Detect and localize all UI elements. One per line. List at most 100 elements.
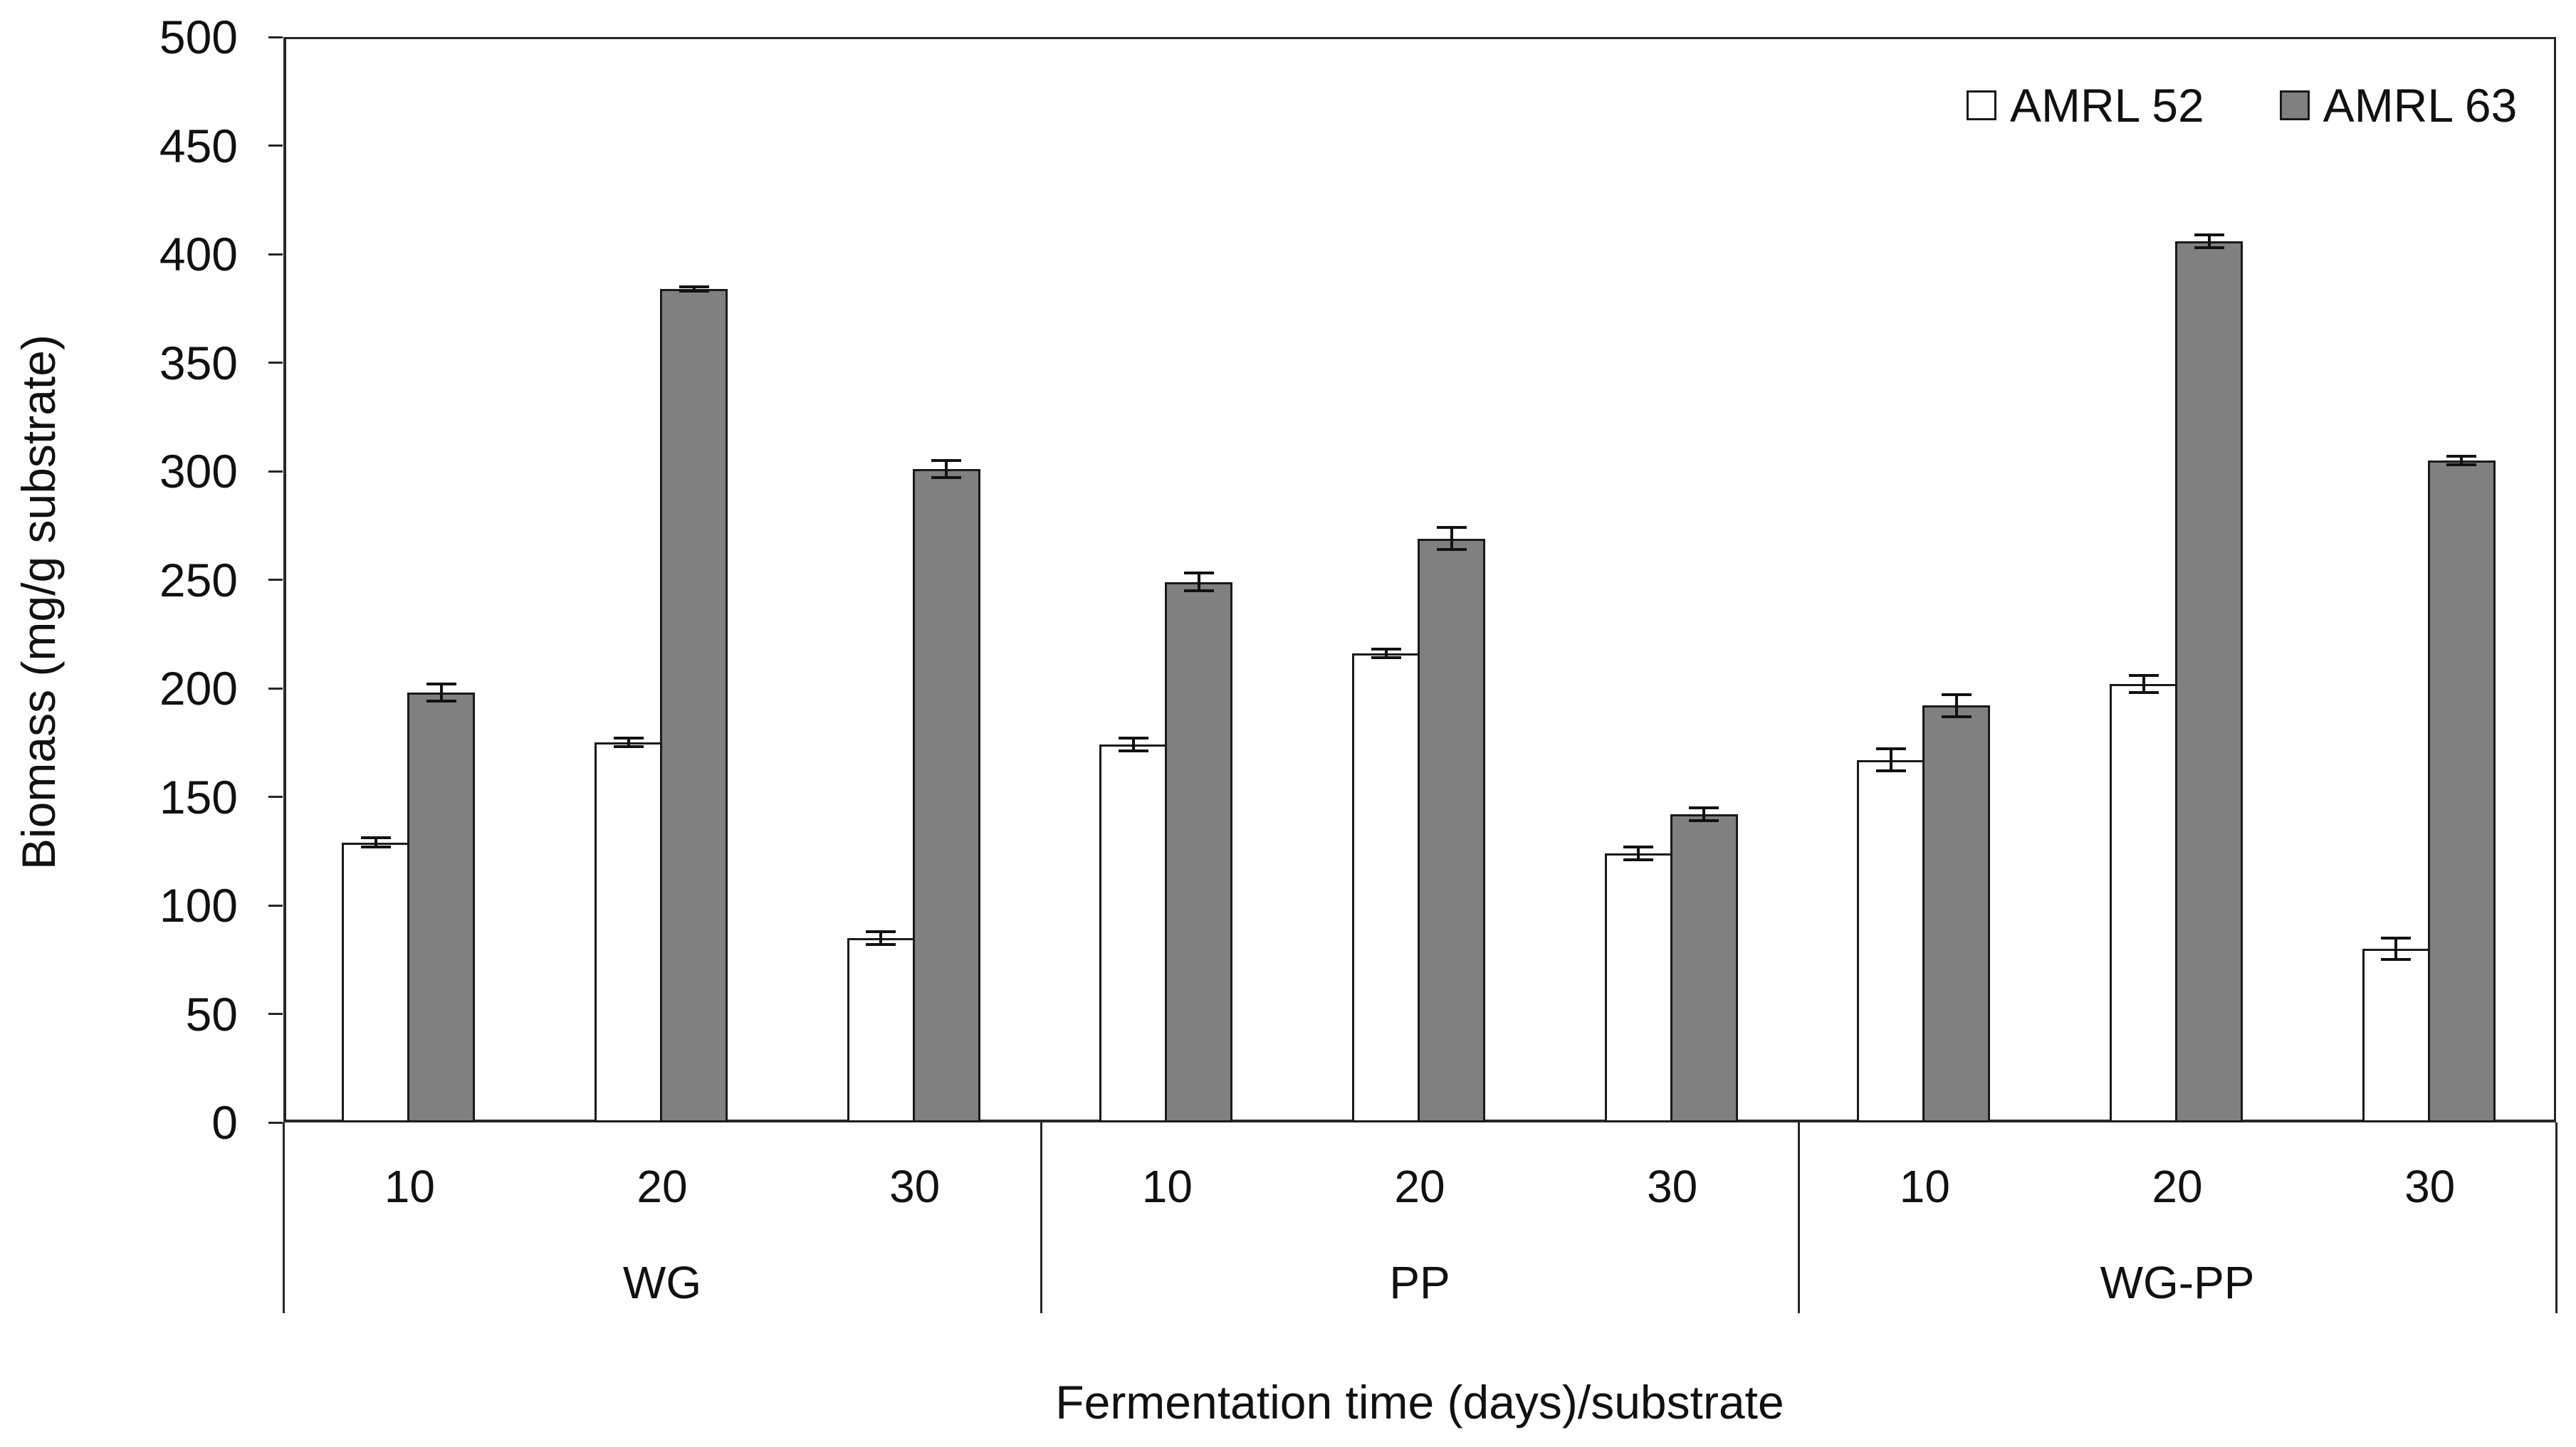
error-bar-cap-bottom [2194, 246, 2224, 249]
y-tick-label: 450 [159, 119, 238, 172]
y-tick-mark [268, 796, 283, 798]
error-bar-cap-bottom [2446, 463, 2477, 466]
error-bar-cap-top [1689, 806, 1719, 809]
error-bar-line [1889, 749, 1892, 771]
error-bar-cap-bottom [426, 700, 456, 703]
error-bar-line [1197, 573, 1200, 591]
bar-amrl-63-wg-10 [407, 693, 476, 1122]
error-bar-cap-bottom [2128, 691, 2159, 695]
error-bar-line [2207, 234, 2211, 248]
y-tick-label: 100 [159, 879, 238, 932]
error-bar-cap-top [931, 458, 962, 462]
error-bar-cap-bottom [360, 845, 391, 848]
y-tick-mark [268, 36, 283, 38]
error-bar-cap-bottom [1436, 547, 1467, 551]
error-bar-cap-top [2381, 936, 2412, 940]
error-bar-cap-bottom [1689, 819, 1719, 823]
error-bar-cap-bottom [1118, 749, 1148, 753]
bar-amrl-52-wg-20 [595, 742, 662, 1122]
error-bar-cap-top [866, 930, 896, 933]
bar-amrl-52-wg-10 [342, 842, 410, 1122]
y-tick-mark [268, 904, 283, 907]
error-bar-cap-bottom [679, 289, 709, 293]
category-label-wg-pp-30: 30 [2404, 1161, 2456, 1212]
error-bar-line [439, 683, 443, 702]
bar-amrl-63-wg-30 [912, 468, 980, 1122]
error-bar-cap-top [2128, 673, 2159, 677]
error-bar-cap-top [1436, 526, 1467, 530]
y-tick-mark [268, 1121, 283, 1124]
error-bar-line [1954, 695, 1958, 717]
error-bar-line [2394, 937, 2398, 960]
category-label-wg-pp-10: 10 [1899, 1161, 1950, 1212]
bar-amrl-63-wg-20 [660, 288, 728, 1122]
bar-amrl-63-wg-pp-10 [1922, 705, 1991, 1122]
y-tick-label: 200 [159, 662, 238, 715]
error-bar-cap-top [1623, 845, 1654, 848]
error-bar-line [945, 460, 948, 478]
error-bar-cap-bottom [1941, 715, 1972, 718]
error-bar-cap-top [1118, 737, 1148, 740]
category-label-pp-20: 20 [1394, 1161, 1445, 1212]
group-label-wg: WG [622, 1257, 702, 1308]
bar-amrl-52-wg-pp-10 [1857, 759, 1925, 1122]
category-group-separator [2555, 1122, 2557, 1313]
category-group-separator [282, 1122, 285, 1313]
y-tick-label: 300 [159, 445, 238, 498]
amrl52-swatch-icon [1967, 90, 1996, 120]
bar-amrl-63-pp-20 [1418, 538, 1485, 1122]
category-label-wg-pp-20: 20 [2152, 1161, 2203, 1212]
x-axis-title: Fermentation time (days)/substrate [1055, 1376, 1784, 1428]
error-bar-cap-top [426, 682, 456, 685]
bar-amrl-52-wg-30 [847, 937, 915, 1122]
y-tick-label: 250 [159, 553, 238, 606]
error-bar-line [2460, 456, 2464, 465]
error-bar-cap-bottom [866, 942, 896, 946]
y-tick-label: 0 [211, 1096, 238, 1149]
error-bar-line [692, 286, 696, 291]
error-bar-cap-top [2446, 454, 2477, 458]
bar-amrl-63-wg-pp-30 [2427, 460, 2496, 1122]
bar-amrl-63-pp-10 [1165, 582, 1233, 1122]
y-tick-label: 50 [185, 987, 238, 1041]
legend-item-amrl52: AMRL 52 [1967, 82, 2204, 129]
y-tick-mark [268, 362, 283, 364]
error-bar-line [627, 738, 630, 747]
error-bar-line [1131, 738, 1135, 752]
y-tick-mark [268, 1013, 283, 1015]
bar-amrl-52-pp-20 [1352, 653, 1420, 1122]
category-label-wg-20: 20 [637, 1161, 688, 1212]
bar-amrl-52-pp-30 [1604, 853, 1672, 1122]
category-group-separator [1797, 1122, 1800, 1313]
error-bar-cap-top [1371, 648, 1401, 651]
error-bar-cap-top [1183, 572, 1214, 575]
y-tick-mark [268, 579, 283, 581]
error-bar-line [1702, 807, 1706, 821]
error-bar-cap-top [1875, 747, 1906, 751]
y-tick-label: 500 [159, 11, 238, 63]
error-bar-cap-bottom [1371, 656, 1401, 660]
legend-item-amrl63: AMRL 63 [2279, 79, 2518, 132]
category-group-separator [1040, 1122, 1042, 1313]
legend-label-amrl52: AMRL 52 [2010, 79, 2204, 132]
error-bar-cap-bottom [1875, 769, 1906, 772]
legend-label-amrl63: AMRL 63 [2323, 79, 2518, 132]
bar-amrl-52-wg-pp-30 [2362, 949, 2430, 1122]
category-label-wg-30: 30 [889, 1161, 941, 1212]
error-bar-cap-top [1941, 693, 1972, 697]
error-bar-cap-top [679, 285, 709, 288]
category-label-pp-30: 30 [1647, 1161, 1698, 1212]
group-label-pp: PP [1389, 1257, 1450, 1308]
error-bar-line [879, 931, 883, 945]
bar-amrl-52-pp-10 [1099, 744, 1168, 1122]
amrl63-swatch-icon [2279, 90, 2310, 120]
y-tick-label: 400 [159, 228, 238, 280]
y-tick-mark [268, 470, 283, 473]
error-bar-cap-bottom [1623, 858, 1654, 861]
error-bar-cap-bottom [2381, 958, 2412, 962]
error-bar-line [1384, 649, 1388, 658]
error-bar-cap-bottom [1183, 589, 1214, 592]
error-bar-line [2142, 675, 2145, 693]
category-label-wg-10: 10 [384, 1161, 435, 1212]
